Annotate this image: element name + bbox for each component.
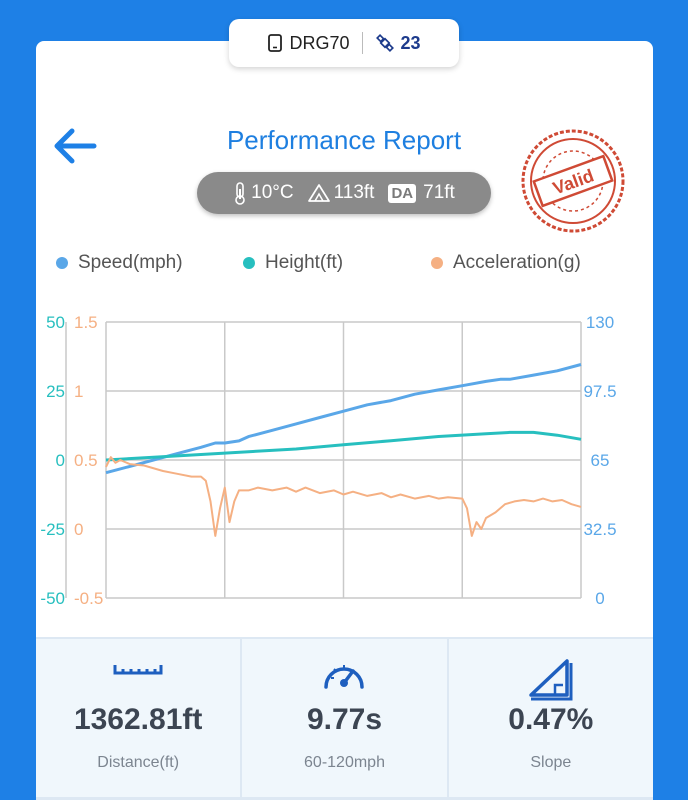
density-altitude-value: 71ft [423, 182, 455, 203]
valid-stamp: Valid [520, 128, 626, 234]
page-title: Performance Report [226, 125, 462, 155]
phone-icon [268, 34, 283, 52]
height-tick-label: -50 [40, 589, 65, 608]
device-name: DRG70 [289, 32, 350, 53]
satellite-group: 23 [375, 33, 421, 54]
height-tick-label: 0 [56, 451, 65, 470]
thermometer-icon [235, 182, 245, 205]
stat-distance-label: Distance(ft) [97, 754, 180, 771]
pill-divider [361, 32, 363, 54]
altitude-value: 113ft [333, 182, 375, 203]
legend-label-height: Height(ft) [265, 252, 344, 273]
legend-label-acceleration: Acceleration(g) [453, 252, 581, 273]
mountain-icon [307, 184, 330, 202]
legend-item-height[interactable]: Height(ft) [243, 252, 343, 274]
legend-dot-acceleration [431, 257, 443, 269]
temperature-item: 10°C [233, 181, 294, 205]
stat-time: 9.77s 60-120mph [242, 639, 449, 799]
device-group: DRG70 [267, 32, 350, 54]
ruler-icon [113, 665, 163, 675]
accel-tick-label: 0.5 [74, 451, 98, 470]
legend-dot-height [243, 257, 255, 269]
accel-tick-label: -0.5 [74, 589, 103, 608]
satellite-count: 23 [400, 32, 421, 53]
accel-tick-label: 0 [74, 520, 83, 539]
stat-distance-value: 1362.81ft [73, 703, 203, 736]
density-altitude-item: DA 71ft [388, 182, 455, 204]
height-tick-label: 50 [46, 313, 65, 332]
speed-tick-label: 97.5 [583, 382, 616, 401]
device-pill[interactable]: DRG70 23 [229, 19, 459, 67]
accel-tick-label: 1.5 [74, 313, 98, 332]
bottom-divider [36, 797, 653, 800]
stat-distance: 1362.81ft Distance(ft) [36, 639, 243, 799]
back-button[interactable] [52, 124, 98, 168]
series-line-height-ft [105, 430, 582, 462]
series-line-acceleration-g [105, 456, 582, 537]
legend-item-acceleration[interactable]: Acceleration(g) [431, 252, 581, 274]
stat-time-value: 9.77s [306, 703, 383, 736]
height-tick-label: 25 [46, 382, 65, 401]
chart-legend: Speed(mph) Height(ft) Acceleration(g) [0, 252, 688, 278]
speedometer-icon [324, 665, 365, 689]
height-tick-label: -25 [40, 520, 65, 539]
stat-slope-value: 0.47% [508, 703, 594, 736]
accel-tick-label: 1 [74, 382, 83, 401]
legend-item-speed[interactable]: Speed(mph) [56, 252, 183, 274]
back-arrow-icon [54, 128, 97, 164]
stats-panel: 1362.81ft Distance(ft) 9.77s 60-120mph 0… [36, 637, 653, 799]
stat-slope-label: Slope [530, 754, 572, 771]
satellite-icon [375, 34, 394, 52]
stat-slope: 0.47% Slope [449, 639, 653, 799]
legend-dot-speed [56, 257, 68, 269]
speed-tick-label: 0 [595, 589, 604, 608]
temperature-value: 10°C [251, 182, 294, 203]
conditions-pill: 10°C 113ft DA 71ft [197, 172, 491, 214]
slope-icon [529, 659, 573, 701]
legend-label-speed: Speed(mph) [78, 252, 183, 273]
da-badge: DA [388, 183, 417, 203]
speed-tick-label: 130 [586, 313, 614, 332]
speed-tick-label: 32.5 [583, 520, 616, 539]
series-line-speed-mph [105, 363, 582, 475]
speed-tick-label: 65 [591, 451, 610, 470]
stat-time-label: 60-120mph [304, 754, 385, 771]
performance-chart: 50 25 0 -25 -50 1.5 1 0.5 0 -0.5 130 97.5 65 32.5 0 [40, 313, 616, 608]
altitude-item: 113ft [307, 182, 375, 204]
